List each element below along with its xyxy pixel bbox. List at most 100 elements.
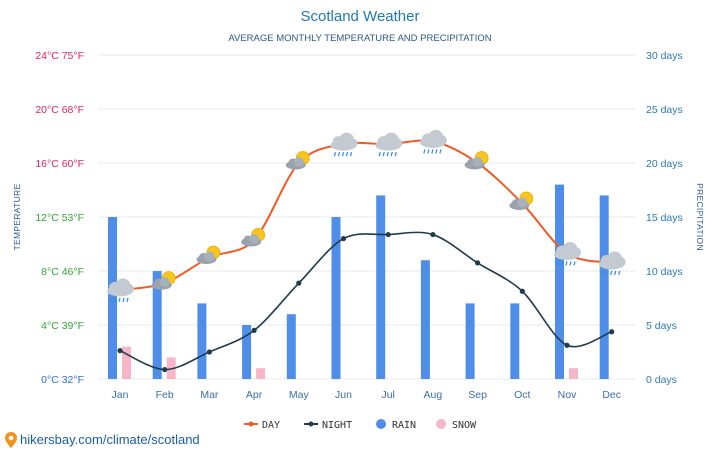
x-tick-label: Jan bbox=[112, 389, 129, 401]
rain-drop bbox=[345, 151, 349, 157]
night-point bbox=[475, 260, 481, 266]
night-point bbox=[609, 329, 615, 335]
cloud-shape bbox=[472, 157, 483, 167]
legend-label: RAIN bbox=[392, 420, 416, 431]
rain-drop bbox=[423, 149, 426, 154]
rain-drop bbox=[349, 151, 353, 157]
rain-bar bbox=[242, 325, 252, 379]
y-right-tick: 10 days bbox=[646, 266, 683, 278]
rain-drop bbox=[435, 149, 438, 154]
temperature-lines bbox=[117, 139, 615, 373]
cloud-rain-icon bbox=[554, 241, 581, 266]
rain-drop bbox=[333, 151, 337, 157]
y-left-tick: 0°C 32°F bbox=[41, 374, 84, 386]
cloud-shape bbox=[392, 138, 403, 149]
rain-bar bbox=[286, 314, 296, 379]
source-link[interactable]: hikersbay.com/climate/scotland bbox=[5, 432, 200, 448]
legend-swatch bbox=[308, 421, 314, 427]
chart-title: Scotland Weather bbox=[301, 8, 420, 25]
y-left-tick: 20°C 68°F bbox=[35, 104, 84, 116]
legend-label: NIGHT bbox=[322, 420, 352, 431]
snow-bars bbox=[122, 346, 578, 379]
y-right-tick: 15 days bbox=[646, 212, 683, 224]
cloud-shape bbox=[517, 197, 528, 208]
x-tick-label: Nov bbox=[558, 389, 577, 401]
rain-drop bbox=[610, 270, 613, 276]
x-tick-label: Apr bbox=[246, 389, 263, 401]
snow-bar bbox=[256, 368, 266, 379]
legend-swatch bbox=[376, 419, 386, 429]
rain-drop bbox=[439, 149, 442, 154]
y-right-tick: 5 days bbox=[646, 320, 677, 332]
cloud-rain-icon bbox=[375, 132, 403, 157]
rain-drop bbox=[394, 151, 397, 157]
rain-drop bbox=[386, 151, 389, 157]
x-tick-label: Mar bbox=[200, 389, 219, 401]
x-axis-labels: Jan Feb Mar Apr May Jun Jul Aug Sep Oct Nov Dec bbox=[112, 389, 622, 401]
cloud-shape bbox=[347, 138, 358, 149]
rain-drop bbox=[561, 261, 564, 266]
rain-bar bbox=[465, 303, 475, 379]
rain-drop bbox=[565, 261, 568, 266]
chart-subtitle: AVERAGE MONTHLY TEMPERATURE AND PRECIPIT… bbox=[228, 33, 491, 44]
source-text[interactable]: hikersbay.com/climate/scotland bbox=[20, 432, 200, 447]
x-tick-label: Jun bbox=[335, 389, 352, 401]
night-point bbox=[162, 366, 168, 373]
x-tick-label: Jul bbox=[381, 389, 394, 401]
night-point bbox=[340, 236, 347, 242]
rain-drop bbox=[390, 151, 393, 157]
rain-drop bbox=[573, 261, 576, 266]
rain-drop bbox=[122, 297, 125, 303]
rain-drop bbox=[118, 297, 121, 303]
night-point bbox=[117, 348, 123, 354]
night-point bbox=[519, 288, 525, 294]
rain-bar bbox=[599, 195, 609, 379]
legend-label: SNOW bbox=[452, 420, 477, 431]
y-left-tick: 16°C 60°F bbox=[35, 158, 84, 170]
y-right-tick: 30 days bbox=[646, 50, 683, 62]
cloud-shape bbox=[615, 256, 626, 267]
rain-drop bbox=[341, 151, 345, 157]
y-right-tick: 20 days bbox=[646, 158, 683, 170]
y-right-tick: 0 days bbox=[646, 374, 677, 386]
y-right-tick: 25 days bbox=[646, 104, 683, 116]
y-left-tick: 12°C 53°F bbox=[35, 212, 84, 224]
location-pin-icon bbox=[5, 432, 17, 448]
night-point bbox=[430, 231, 436, 238]
snow-bar bbox=[569, 368, 578, 379]
rain-drop bbox=[382, 151, 385, 157]
x-tick-label: Feb bbox=[156, 389, 174, 401]
cloud-shape bbox=[204, 251, 215, 262]
sun-cloud-icon bbox=[241, 228, 266, 247]
y-left-label: TEMPERATURE bbox=[12, 184, 22, 251]
x-tick-label: Aug bbox=[424, 389, 443, 401]
rain-drop bbox=[431, 149, 434, 154]
cloud-shape bbox=[124, 283, 134, 294]
rain-drop bbox=[126, 297, 129, 303]
legend-swatch bbox=[436, 419, 446, 429]
cloud-shape bbox=[249, 233, 260, 244]
rain-bar bbox=[420, 260, 430, 379]
left-axis-ticks: 0°C 32°F 4°C 39°F 8°C 46°F 12°C 53°F 16°C 60… bbox=[35, 50, 84, 386]
weather-icons bbox=[107, 129, 626, 303]
rain-drop bbox=[110, 297, 113, 303]
rain-drop bbox=[557, 261, 560, 266]
x-tick-label: May bbox=[289, 389, 310, 401]
cloud-shape bbox=[159, 277, 170, 288]
snow-bar bbox=[122, 346, 131, 379]
x-tick-label: Dec bbox=[602, 389, 621, 401]
sun-cloud-icon bbox=[285, 151, 310, 170]
rain-bar bbox=[108, 217, 117, 379]
y-left-tick: 8°C 46°F bbox=[41, 266, 84, 278]
cloud-shape bbox=[571, 247, 581, 258]
rain-bars bbox=[108, 184, 609, 379]
cloud-rain-icon bbox=[419, 129, 447, 154]
rain-drop bbox=[569, 261, 572, 266]
rain-drop bbox=[378, 151, 381, 157]
night-point bbox=[206, 349, 212, 355]
rain-bar bbox=[510, 303, 520, 379]
night-point bbox=[251, 327, 257, 333]
sun-cloud-icon bbox=[151, 271, 176, 290]
rain-bar bbox=[376, 195, 386, 379]
night-point bbox=[564, 342, 570, 348]
